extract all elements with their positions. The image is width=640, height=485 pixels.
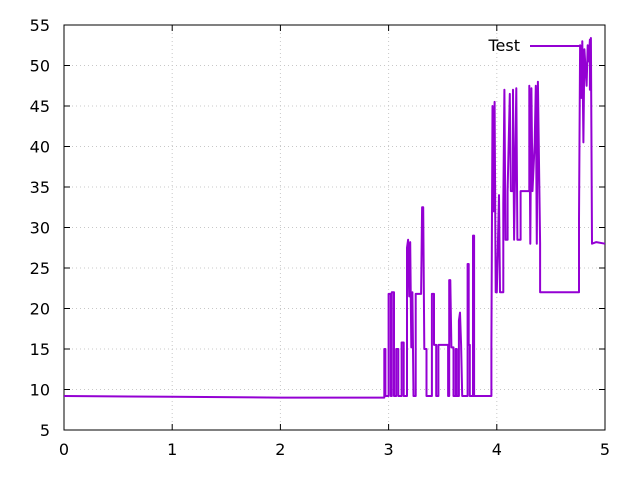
y-tick-label-50: 50 xyxy=(30,57,50,76)
y-tick-label-45: 45 xyxy=(30,97,50,116)
x-tick-label-5: 5 xyxy=(600,440,610,459)
y-tick-label-35: 35 xyxy=(30,178,50,197)
y-tick-label-20: 20 xyxy=(30,300,50,319)
x-tick-label-0: 0 xyxy=(59,440,69,459)
y-tick-label-15: 15 xyxy=(30,340,50,359)
gridlines xyxy=(64,25,605,430)
legend-label-test: Test xyxy=(487,36,520,55)
series-line-0 xyxy=(63,37,606,399)
series-layer xyxy=(63,37,606,399)
y-tick-label-55: 55 xyxy=(30,16,50,35)
legend: Test xyxy=(487,36,583,55)
x-tick-label-2: 2 xyxy=(275,440,285,459)
axis-ticks xyxy=(63,24,606,431)
y-tick-label-10: 10 xyxy=(30,381,50,400)
y-tick-label-5: 5 xyxy=(40,421,50,440)
x-tick-label-3: 3 xyxy=(384,440,394,459)
plot-frame xyxy=(63,24,606,431)
x-tick-label-4: 4 xyxy=(492,440,502,459)
y-tick-label-25: 25 xyxy=(30,259,50,278)
x-tick-label-1: 1 xyxy=(167,440,177,459)
y-tick-label-30: 30 xyxy=(30,219,50,238)
y-tick-label-40: 40 xyxy=(30,138,50,157)
